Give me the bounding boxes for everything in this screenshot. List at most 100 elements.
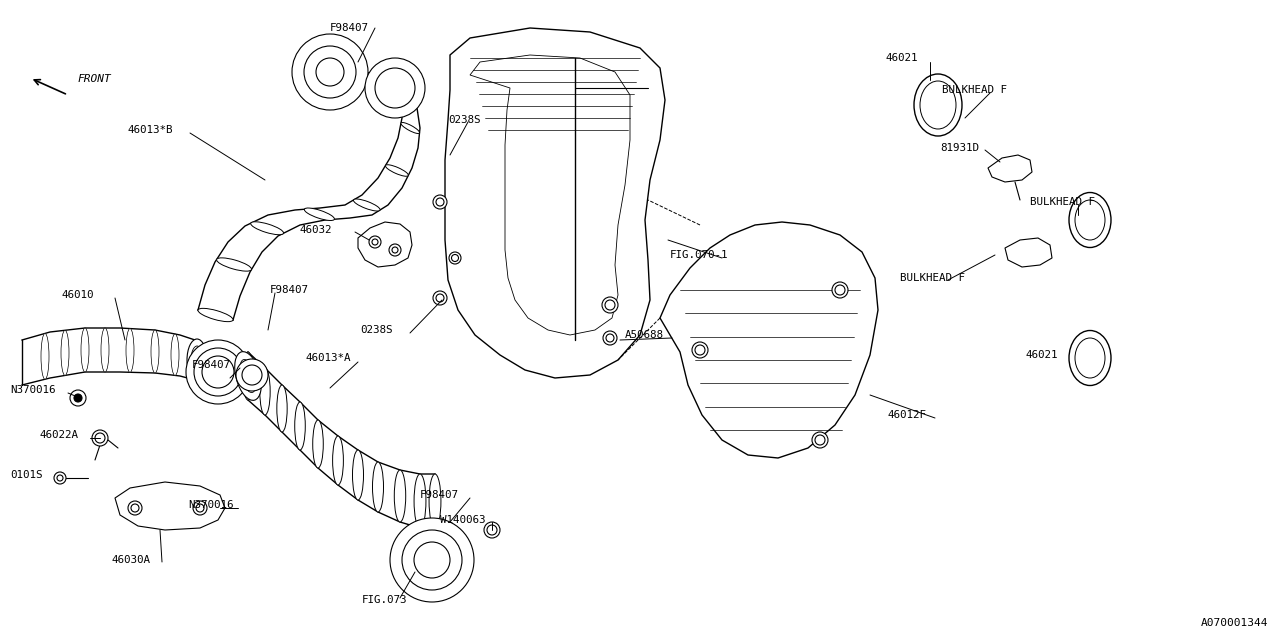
Ellipse shape <box>172 334 179 376</box>
Text: 0238S: 0238S <box>448 115 480 125</box>
Circle shape <box>389 244 401 256</box>
Ellipse shape <box>234 351 261 401</box>
Circle shape <box>316 58 344 86</box>
Text: FRONT: FRONT <box>78 74 111 84</box>
Circle shape <box>602 297 618 313</box>
Circle shape <box>128 501 142 515</box>
Circle shape <box>369 236 381 248</box>
Circle shape <box>372 239 378 245</box>
Circle shape <box>70 390 86 406</box>
Circle shape <box>449 252 461 264</box>
Text: A070001344: A070001344 <box>1201 618 1268 628</box>
Text: F98407: F98407 <box>330 23 369 33</box>
Circle shape <box>390 518 474 602</box>
Ellipse shape <box>401 122 420 134</box>
Circle shape <box>292 34 369 110</box>
Ellipse shape <box>191 346 204 374</box>
Ellipse shape <box>392 86 407 95</box>
Circle shape <box>607 335 613 342</box>
Polygon shape <box>988 155 1032 182</box>
Text: N370016: N370016 <box>188 500 233 510</box>
Polygon shape <box>1005 238 1052 267</box>
Circle shape <box>365 58 425 118</box>
Circle shape <box>452 255 458 262</box>
Ellipse shape <box>385 164 408 176</box>
Ellipse shape <box>276 385 287 432</box>
Text: W140063: W140063 <box>440 515 485 525</box>
Ellipse shape <box>151 330 159 373</box>
Ellipse shape <box>101 328 109 372</box>
Circle shape <box>195 348 242 396</box>
Text: 46030A: 46030A <box>113 555 151 565</box>
Ellipse shape <box>920 81 956 129</box>
Text: 0101S: 0101S <box>10 470 42 480</box>
Circle shape <box>605 300 614 310</box>
Text: 46013*A: 46013*A <box>305 353 351 363</box>
Circle shape <box>605 334 614 342</box>
Ellipse shape <box>216 258 252 271</box>
Ellipse shape <box>413 474 426 528</box>
Circle shape <box>202 356 234 388</box>
Circle shape <box>413 542 451 578</box>
Text: 81931D: 81931D <box>940 143 979 153</box>
Circle shape <box>193 501 207 515</box>
Ellipse shape <box>198 308 233 322</box>
Ellipse shape <box>243 352 253 400</box>
Circle shape <box>186 340 250 404</box>
Circle shape <box>835 285 845 295</box>
Ellipse shape <box>260 368 270 415</box>
Text: 46010: 46010 <box>61 290 95 300</box>
Ellipse shape <box>251 222 284 235</box>
Circle shape <box>486 525 497 535</box>
Ellipse shape <box>125 328 134 372</box>
Circle shape <box>436 294 444 302</box>
Ellipse shape <box>333 436 343 485</box>
Polygon shape <box>470 55 630 335</box>
Text: 46021: 46021 <box>884 53 918 63</box>
Ellipse shape <box>1069 330 1111 385</box>
Ellipse shape <box>187 339 207 381</box>
Ellipse shape <box>61 330 69 376</box>
Text: F98407: F98407 <box>420 490 460 500</box>
Polygon shape <box>660 222 878 458</box>
Polygon shape <box>115 482 225 530</box>
Circle shape <box>815 435 826 445</box>
Circle shape <box>236 359 268 391</box>
Text: BULKHEAD F: BULKHEAD F <box>900 273 965 283</box>
Ellipse shape <box>41 333 49 380</box>
Text: N370016: N370016 <box>10 385 55 395</box>
Text: 46021: 46021 <box>1025 350 1057 360</box>
Circle shape <box>692 342 708 358</box>
Text: A50688: A50688 <box>625 330 664 340</box>
Text: FIG.073: FIG.073 <box>362 595 407 605</box>
Circle shape <box>695 345 705 355</box>
Ellipse shape <box>372 462 384 512</box>
Text: FIG.070-1: FIG.070-1 <box>669 250 728 260</box>
Ellipse shape <box>1069 193 1111 248</box>
Circle shape <box>74 394 82 402</box>
Text: 46012F: 46012F <box>888 410 927 420</box>
Circle shape <box>603 331 617 345</box>
Ellipse shape <box>429 474 440 528</box>
Ellipse shape <box>81 328 90 372</box>
Circle shape <box>812 432 828 448</box>
Circle shape <box>242 365 262 385</box>
Circle shape <box>604 332 616 344</box>
Text: 46013*B: 46013*B <box>128 125 174 135</box>
Ellipse shape <box>394 470 406 522</box>
Ellipse shape <box>239 360 256 392</box>
Circle shape <box>54 472 67 484</box>
Circle shape <box>392 247 398 253</box>
Ellipse shape <box>305 208 334 221</box>
Circle shape <box>832 282 849 298</box>
Circle shape <box>436 198 444 206</box>
Circle shape <box>196 504 204 512</box>
Circle shape <box>131 504 140 512</box>
Text: BULKHEAD F: BULKHEAD F <box>1030 197 1094 207</box>
Circle shape <box>375 68 415 108</box>
Ellipse shape <box>312 420 324 468</box>
Polygon shape <box>445 28 666 378</box>
Circle shape <box>433 195 447 209</box>
Ellipse shape <box>914 74 963 136</box>
Text: 46032: 46032 <box>300 225 333 235</box>
